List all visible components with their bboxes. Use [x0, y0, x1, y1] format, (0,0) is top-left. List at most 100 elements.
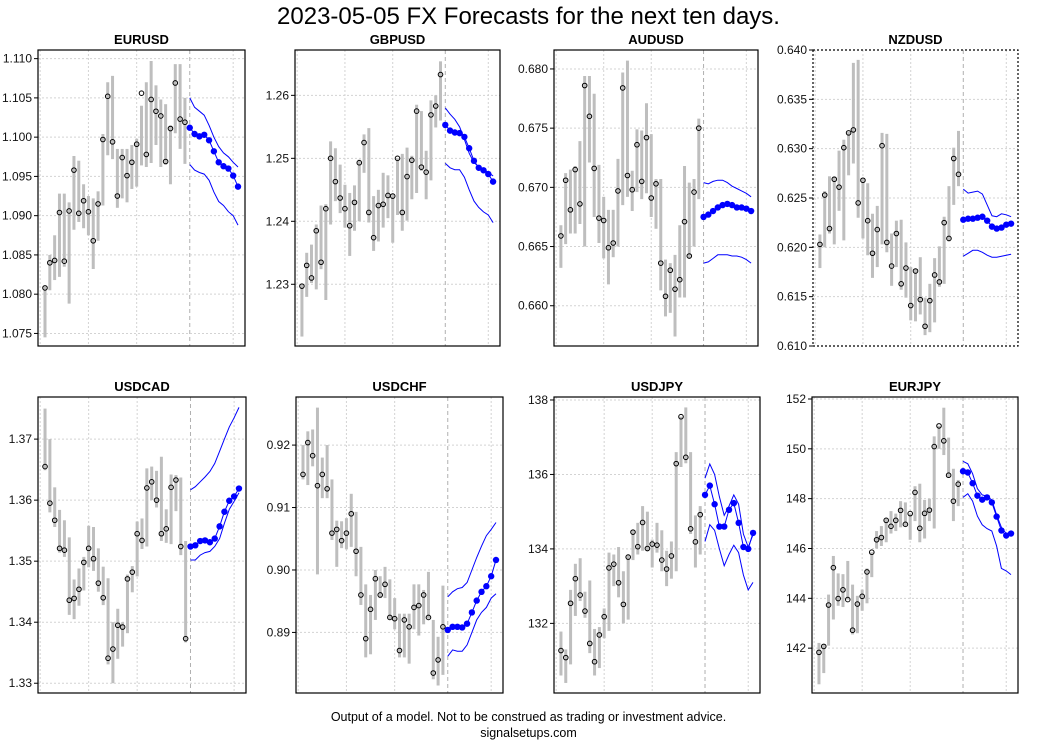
site-credit: signalsetups.com [480, 726, 577, 740]
history-point [615, 188, 621, 194]
forecast-point [459, 624, 466, 631]
forecast-point [461, 133, 468, 141]
y-tick-label: 0.91 [267, 501, 291, 515]
forecast-point [983, 217, 991, 224]
forecast-point [216, 523, 223, 530]
panel-nzdusd: NZDUSD 0.610 0.615 0.620 0.625 0.630 0.635 0.64… [777, 32, 1019, 353]
history-point [663, 566, 670, 572]
y-tick-label: 144 [786, 591, 806, 605]
y-tick-label: 0.90 [267, 563, 291, 577]
history-point [600, 217, 607, 224]
history-point [691, 189, 697, 195]
forecast-point [960, 216, 967, 223]
history-point [80, 197, 87, 204]
forecast-point [206, 539, 214, 546]
history-point [672, 286, 678, 292]
history-point [941, 438, 947, 444]
forecast-point [225, 165, 232, 172]
history-point [153, 497, 160, 503]
y-tick-label: 1.100 [2, 130, 32, 144]
history-point [158, 113, 164, 119]
forecast-line [962, 470, 1012, 537]
history-point [577, 592, 583, 598]
panel-title: USDCAD [114, 379, 170, 394]
history-point [114, 193, 121, 199]
history-point [606, 565, 612, 571]
forecast-point [979, 213, 986, 220]
history-point [577, 201, 583, 207]
history-point [596, 632, 603, 638]
history-point [917, 296, 924, 303]
history-point [601, 613, 607, 620]
history-point [66, 597, 73, 604]
y-tick-label: 132 [528, 616, 548, 630]
history-point [596, 215, 602, 221]
panel-eurusd: EURUSD 1.075 1.080 1.085 1.090 1.095 1.100 1.10… [2, 32, 246, 347]
forecast-point [226, 497, 233, 504]
forecast-point [969, 215, 977, 222]
forecast-point [974, 492, 981, 499]
history-point [950, 498, 957, 504]
forecast-point [196, 537, 204, 545]
history-point [61, 547, 68, 553]
history-point [95, 201, 101, 207]
plot-frame [37, 396, 247, 694]
forecast-point [709, 207, 717, 215]
history-point [90, 237, 97, 244]
history-point [358, 592, 364, 598]
forecast-point [725, 506, 733, 514]
history-point [420, 592, 427, 598]
history-point [582, 608, 588, 614]
history-point [305, 439, 311, 446]
forecast-point [974, 214, 981, 221]
forecast-point [473, 597, 480, 604]
history-point [825, 602, 832, 608]
panel-title: NZDUSD [888, 32, 942, 47]
history-point [114, 622, 121, 629]
history-point [177, 116, 183, 122]
history-point [615, 579, 622, 586]
history-point [955, 171, 962, 178]
forecast-point [735, 519, 742, 527]
y-tick-label: 152 [786, 392, 806, 406]
history-point [148, 96, 154, 103]
forecast-lower-band [189, 164, 239, 226]
forecast-upper-band [703, 179, 752, 198]
y-tick-label: 1.25 [266, 151, 290, 165]
y-tick-label: 1.36 [9, 493, 33, 507]
history-point [119, 154, 125, 161]
forecast-upper-band [190, 407, 240, 491]
history-point [367, 606, 374, 613]
forecast-point [998, 527, 1005, 534]
history-point [401, 617, 408, 623]
panel-title: AUDUSD [628, 32, 684, 47]
forecast-point [730, 499, 738, 507]
history-point [425, 614, 432, 621]
history-point [338, 537, 345, 544]
history-point [437, 71, 444, 78]
y-tick-label: 134 [528, 542, 548, 556]
history-point [435, 657, 441, 663]
history-point [332, 178, 339, 185]
history-point [681, 218, 688, 225]
forecast-point [191, 130, 198, 138]
y-tick-label: 0.630 [777, 142, 807, 156]
history-point [399, 209, 406, 216]
y-tick-label: 0.675 [518, 121, 548, 135]
history-point [676, 276, 683, 283]
forecast-point [192, 542, 199, 549]
history-point [404, 173, 410, 180]
forecast-point [478, 588, 485, 596]
forecast-point [449, 623, 456, 631]
forecast-point [969, 480, 976, 487]
panel-eurjpy: EURJPY 142 144 146 148 150 152 [786, 379, 1019, 694]
history-point [836, 184, 842, 190]
history-point [163, 526, 170, 532]
history-point [879, 142, 885, 149]
y-tick-label: 1.37 [9, 432, 33, 446]
history-point [610, 561, 617, 567]
history-point [377, 592, 383, 598]
forecast-point [234, 183, 242, 190]
panel-gbpusd: GBPUSD 1.23 1.24 1.25 1.26 [266, 32, 501, 347]
forecast-lower-band [963, 249, 1012, 258]
